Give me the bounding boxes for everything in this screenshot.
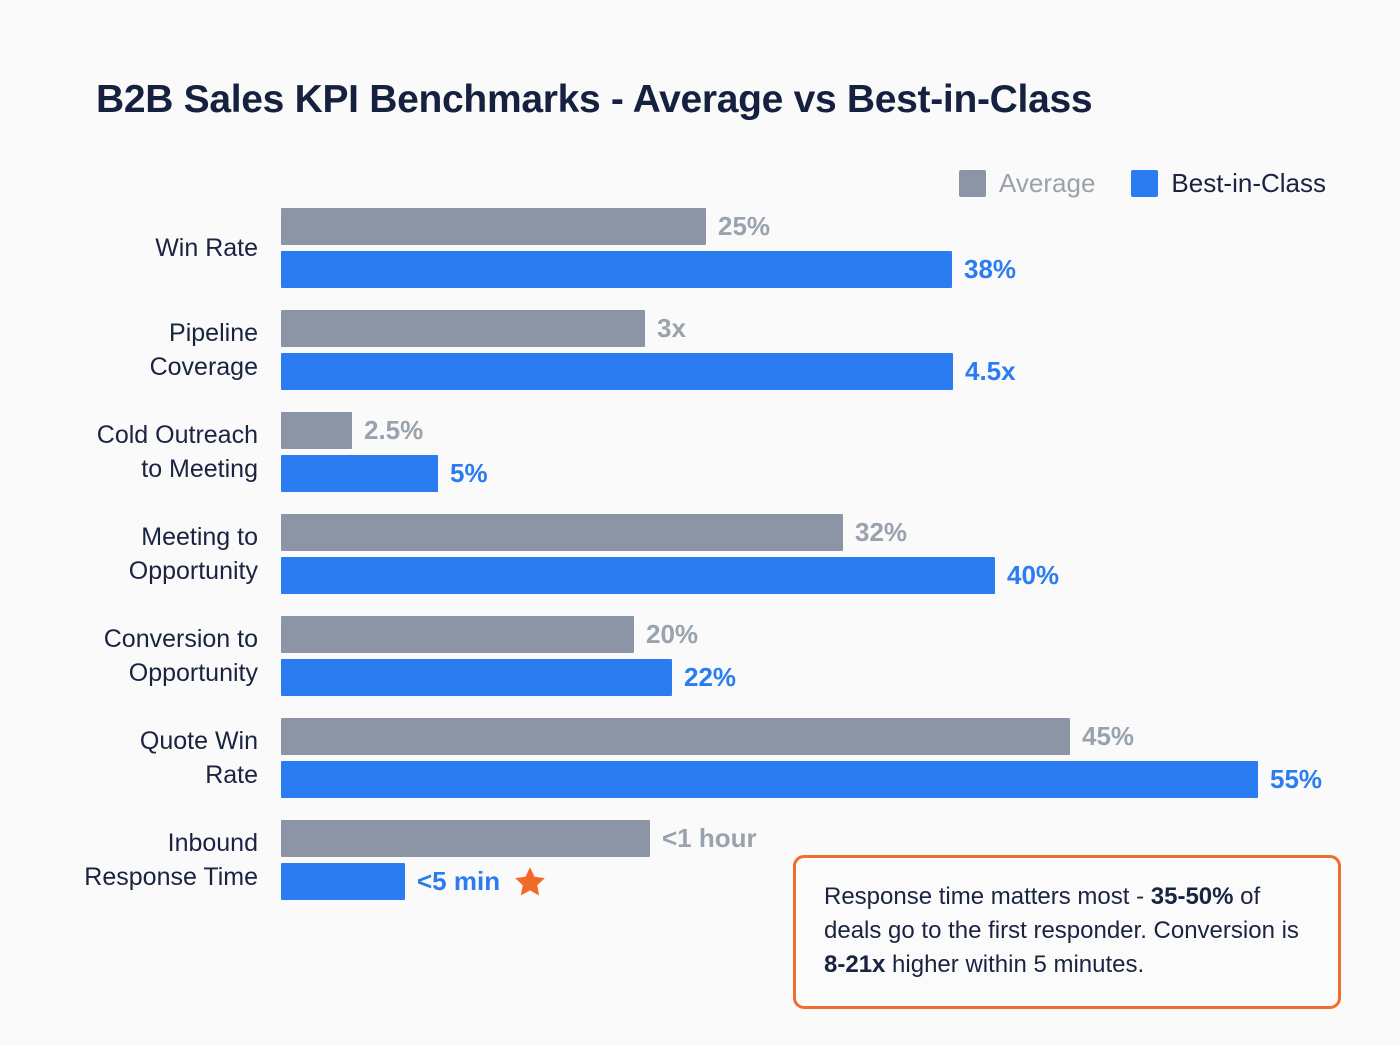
bar-best-in-class[interactable] bbox=[281, 659, 672, 696]
bar-best-in-class[interactable] bbox=[281, 353, 953, 390]
bar-value-best-in-class: 40% bbox=[1007, 560, 1060, 590]
bar-row-average: 3x bbox=[281, 310, 686, 347]
star-icon bbox=[513, 865, 547, 899]
bar-value-best-in-class: <5 min bbox=[417, 866, 501, 896]
bar-row-best-in-class: 5% bbox=[281, 455, 488, 492]
bar-value-best-in-class: 22% bbox=[684, 662, 737, 692]
legend-swatch-average bbox=[959, 170, 987, 197]
category-label-line1: Cold Outreach bbox=[96, 421, 258, 449]
chart-title: B2B Sales KPI Benchmarks - Average vs Be… bbox=[96, 78, 1093, 121]
bar-pair: 20% 22% bbox=[281, 614, 1400, 698]
bar-pair: 2.5% 5% bbox=[281, 410, 1400, 494]
bar-value-average: 25% bbox=[718, 211, 771, 241]
category-label-line1: Inbound bbox=[167, 829, 258, 857]
callout-text: Response time matters most - 35-50% of d… bbox=[824, 880, 1312, 982]
legend-label-best-in-class: Best-in-Class bbox=[1171, 168, 1326, 198]
plot-area: Win Rate 25% 38% Pipeline Coverage 3x 4.5x Cold… bbox=[0, 206, 1400, 920]
callout-highlight-multiplier: 8-21x bbox=[824, 951, 886, 978]
category-label: Meeting to Opportunity bbox=[0, 512, 258, 596]
callout-text-part1: Response time matters most - bbox=[824, 883, 1151, 910]
bar-row-best-in-class: <5 min bbox=[281, 863, 547, 900]
bar-best-in-class[interactable] bbox=[281, 455, 438, 492]
bar-value-best-in-class: 38% bbox=[964, 254, 1017, 284]
bar-group: Cold Outreach to Meeting 2.5% 5% bbox=[0, 410, 1400, 494]
bar-row-best-in-class: 4.5x bbox=[281, 353, 1016, 390]
bar-pair: <1 hour <5 min bbox=[281, 818, 1400, 902]
bar-best-in-class[interactable] bbox=[281, 251, 952, 288]
chart-legend: Average Best-in-Class bbox=[959, 168, 1326, 199]
callout-box: Response time matters most - 35-50% of d… bbox=[793, 855, 1341, 1009]
bar-average[interactable] bbox=[281, 718, 1070, 755]
bar-value-average: 3x bbox=[657, 313, 686, 343]
category-label-line2: Opportunity bbox=[128, 557, 258, 585]
bar-group: Pipeline Coverage 3x 4.5x bbox=[0, 308, 1400, 392]
bar-pair: 3x 4.5x bbox=[281, 308, 1400, 392]
bar-group: Win Rate 25% 38% bbox=[0, 206, 1400, 290]
category-label: Inbound Response Time bbox=[0, 818, 258, 902]
bar-value-average: 45% bbox=[1082, 721, 1135, 751]
category-label-line2: Coverage bbox=[149, 353, 258, 381]
bar-group: Inbound Response Time <1 hour <5 min bbox=[0, 818, 1400, 902]
bar-group: Meeting to Opportunity 32% 40% bbox=[0, 512, 1400, 596]
category-label-line2: Response Time bbox=[84, 863, 258, 891]
bar-value-average: 32% bbox=[855, 517, 908, 547]
category-label: Cold Outreach to Meeting bbox=[0, 410, 258, 494]
bar-value-best-in-class: 4.5x bbox=[965, 356, 1016, 386]
bar-row-best-in-class: 38% bbox=[281, 251, 1016, 288]
category-label: Pipeline Coverage bbox=[0, 308, 258, 392]
legend-label-average: Average bbox=[999, 168, 1096, 198]
bar-best-in-class[interactable] bbox=[281, 863, 405, 900]
callout-highlight-share: 35-50% bbox=[1150, 883, 1234, 910]
legend-item-average[interactable]: Average bbox=[959, 168, 1095, 199]
category-label-line1: Win Rate bbox=[155, 234, 258, 262]
category-label: Conversion to Opportunity bbox=[0, 614, 258, 698]
category-label-line2: Opportunity bbox=[128, 659, 258, 687]
bar-pair: 25% 38% bbox=[281, 206, 1400, 290]
category-label-line2: Rate bbox=[205, 761, 258, 789]
bar-average[interactable] bbox=[281, 412, 352, 449]
bar-row-best-in-class: 55% bbox=[281, 761, 1322, 798]
bar-row-average: <1 hour bbox=[281, 820, 757, 857]
bar-row-average: 20% bbox=[281, 616, 698, 653]
bar-row-average: 25% bbox=[281, 208, 770, 245]
legend-item-best-in-class[interactable]: Best-in-Class bbox=[1131, 168, 1326, 199]
callout-text-part3: higher within 5 minutes. bbox=[885, 951, 1145, 978]
bar-value-average: <1 hour bbox=[662, 823, 757, 853]
category-label-line2: to Meeting bbox=[141, 455, 258, 483]
category-label-line1: Quote Win bbox=[139, 727, 258, 755]
bar-row-average: 2.5% bbox=[281, 412, 423, 449]
callout-text-part2: of deals go to the first responder. Conv… bbox=[824, 883, 1299, 944]
category-label: Win Rate bbox=[0, 206, 258, 290]
category-label: Quote Win Rate bbox=[0, 716, 258, 800]
bar-row-average: 45% bbox=[281, 718, 1134, 755]
bar-row-best-in-class: 22% bbox=[281, 659, 736, 696]
bar-average[interactable] bbox=[281, 616, 634, 653]
category-label-line1: Meeting to bbox=[141, 523, 258, 551]
bar-average[interactable] bbox=[281, 820, 650, 857]
bar-value-best-in-class: 55% bbox=[1270, 764, 1323, 794]
bar-group: Quote Win Rate 45% 55% bbox=[0, 716, 1400, 800]
bar-row-average: 32% bbox=[281, 514, 907, 551]
legend-swatch-best-in-class bbox=[1131, 170, 1159, 197]
bar-value-average: 2.5% bbox=[364, 415, 424, 445]
bar-average[interactable] bbox=[281, 208, 706, 245]
bar-value-average: 20% bbox=[646, 619, 699, 649]
bar-value-best-in-class: 5% bbox=[450, 458, 488, 488]
bar-row-best-in-class: 40% bbox=[281, 557, 1059, 594]
bar-average[interactable] bbox=[281, 514, 843, 551]
category-label-line1: Pipeline bbox=[169, 319, 258, 347]
bar-best-in-class[interactable] bbox=[281, 557, 995, 594]
category-label-line1: Conversion to bbox=[103, 625, 258, 653]
bar-average[interactable] bbox=[281, 310, 645, 347]
bar-best-in-class[interactable] bbox=[281, 761, 1258, 798]
bar-group: Conversion to Opportunity 20% 22% bbox=[0, 614, 1400, 698]
bar-pair: 45% 55% bbox=[281, 716, 1400, 800]
bar-pair: 32% 40% bbox=[281, 512, 1400, 596]
